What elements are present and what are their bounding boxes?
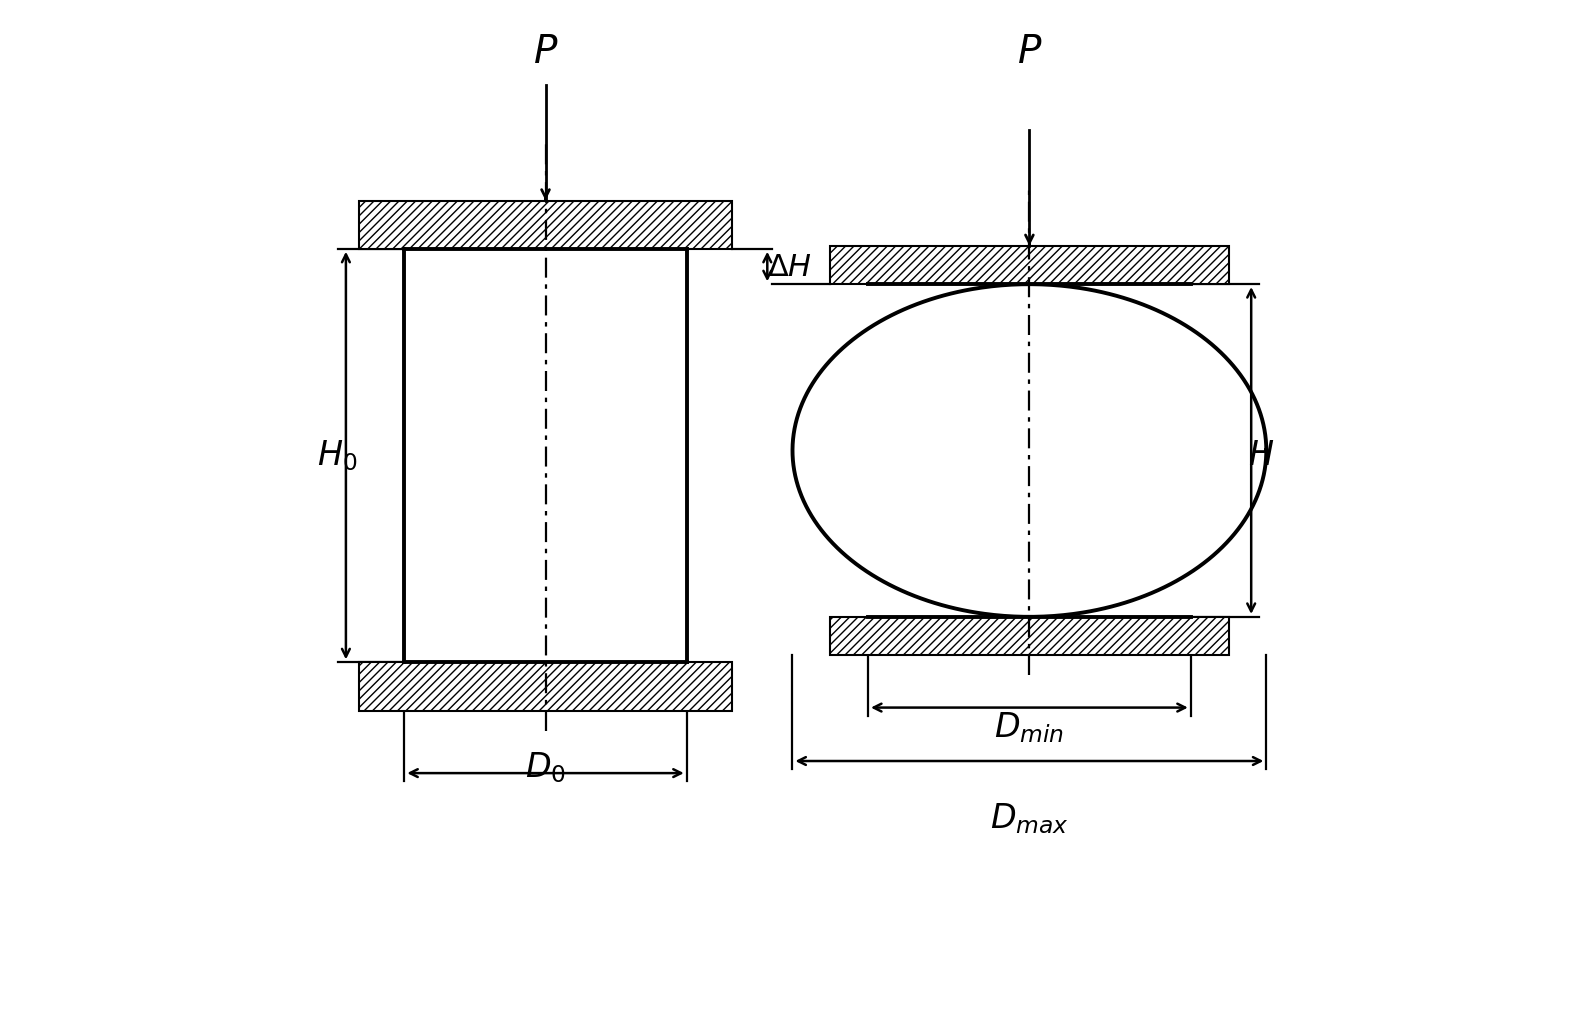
Bar — [360, 662, 732, 710]
Text: $\Delta H$: $\Delta H$ — [767, 252, 812, 281]
Bar — [360, 200, 732, 249]
Bar — [831, 246, 1228, 284]
Text: $D_{min}$: $D_{min}$ — [994, 710, 1065, 745]
Text: $H_0$: $H_0$ — [317, 438, 357, 473]
Text: $D_{max}$: $D_{max}$ — [991, 801, 1068, 836]
Text: $D_0$: $D_0$ — [525, 751, 566, 786]
Text: $H$: $H$ — [1247, 439, 1274, 472]
Text: $P$: $P$ — [533, 34, 558, 72]
Text: $P$: $P$ — [1016, 34, 1041, 72]
Bar — [831, 617, 1228, 655]
